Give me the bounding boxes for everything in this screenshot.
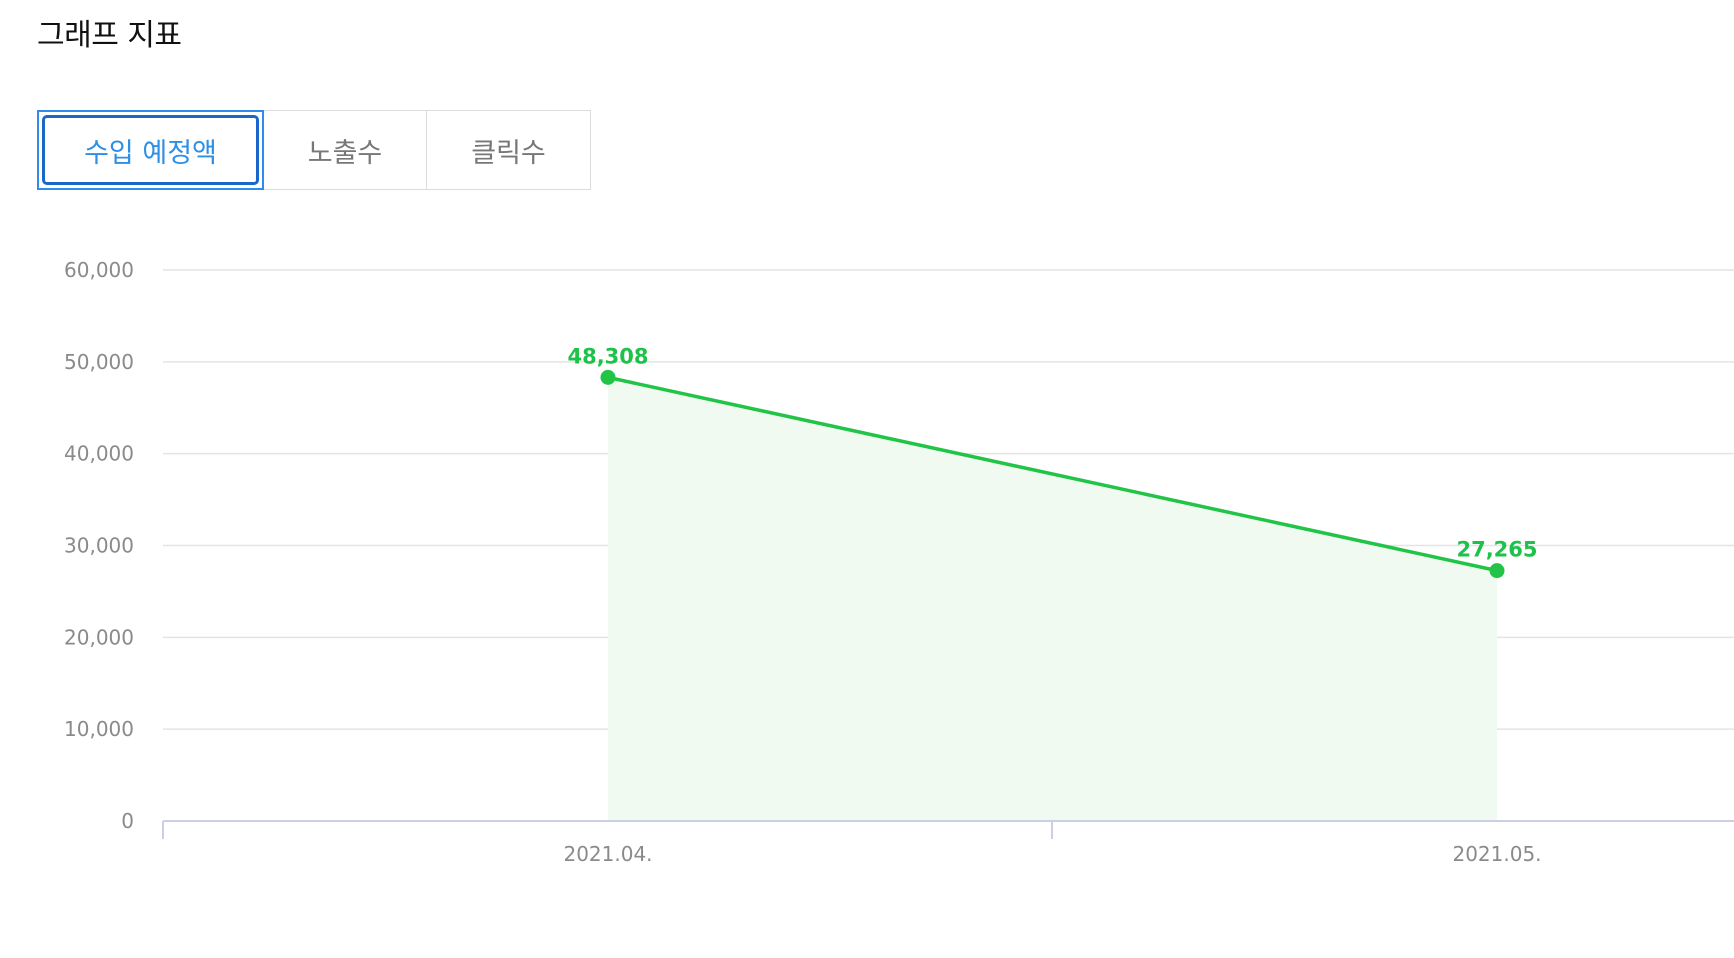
data-labels: 48,308 27,265 [567,344,1537,561]
x-tick-label: 2021.04. [563,842,652,866]
series-line [607,375,1498,573]
data-label: 27,265 [1456,538,1537,562]
y-tick-label: 10,000 [64,717,134,741]
x-axis [162,820,1734,839]
tab-impressions[interactable]: 노출수 [263,110,427,190]
series-area [608,377,1497,821]
y-tick-label: 20,000 [64,625,134,649]
section-title: 그래프 지표 [37,18,182,53]
y-tick-label: 40,000 [64,442,134,466]
series-line-path [607,375,1498,573]
metric-tabs: 수입 예정액 노출수 클릭수 [37,110,591,190]
y-axis-ticks: 0 10,000 20,000 30,000 40,000 50,000 60,000 [64,258,134,833]
data-label: 48,308 [567,344,648,368]
x-axis-ticks: 2021.04. 2021.05. [563,842,1541,866]
line-chart: 0 10,000 20,000 30,000 40,000 50,000 60,000 20… [64,258,1734,866]
tab-clicks[interactable]: 클릭수 [426,110,591,190]
y-tick-label: 0 [121,809,134,833]
data-point [600,369,616,385]
tab-revenue[interactable]: 수입 예정액 [37,110,264,190]
y-tick-label: 50,000 [64,350,134,374]
y-tick-label: 30,000 [64,534,134,558]
data-points [600,369,1505,579]
y-tick-label: 60,000 [64,258,134,282]
area-fill [608,377,1497,821]
x-tick-label: 2021.05. [1452,842,1541,866]
data-point [1489,563,1505,579]
